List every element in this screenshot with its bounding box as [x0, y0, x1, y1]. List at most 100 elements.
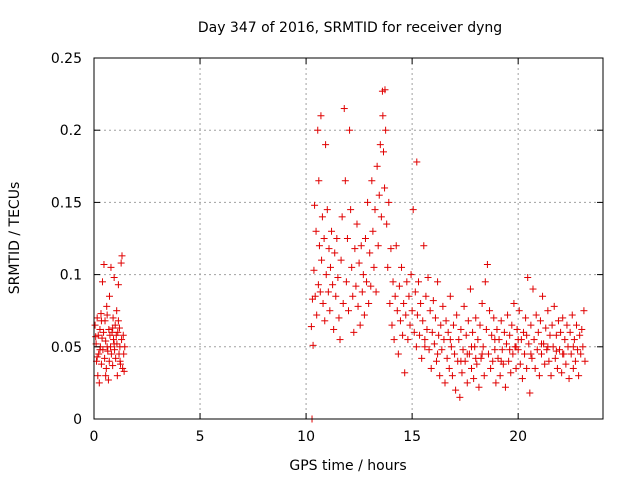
data-point [379, 148, 387, 156]
data-point [98, 278, 106, 286]
data-point [357, 242, 365, 250]
data-point [399, 331, 407, 339]
data-point [547, 372, 555, 380]
data-point [332, 292, 340, 300]
data-point [311, 292, 319, 300]
data-point [119, 364, 127, 372]
data-point [120, 367, 128, 375]
data-point [474, 336, 482, 344]
data-point [516, 360, 524, 368]
x-tick-label: 20 [509, 429, 527, 445]
data-point [116, 357, 124, 365]
data-point [528, 354, 536, 362]
data-point [346, 126, 354, 134]
data-point [421, 336, 429, 344]
data-point [470, 375, 478, 383]
data-point [102, 372, 110, 380]
data-point [486, 307, 494, 315]
data-point [119, 331, 127, 339]
data-point [546, 331, 554, 339]
data-point [569, 364, 577, 372]
data-point [541, 360, 549, 368]
data-point [505, 357, 513, 365]
data-point [391, 292, 399, 300]
data-point [562, 360, 570, 368]
data-point [384, 263, 392, 271]
data-point [493, 325, 501, 333]
data-point [102, 337, 110, 345]
data-point [543, 346, 551, 354]
data-point [565, 375, 573, 383]
data-point [413, 311, 421, 319]
x-tick-label: 0 [90, 429, 99, 445]
data-point [466, 285, 474, 293]
data-point [349, 292, 357, 300]
data-point [322, 141, 330, 149]
data-point [545, 357, 553, 365]
data-point [459, 346, 467, 354]
data-point [453, 311, 461, 319]
data-point [464, 317, 472, 325]
data-point [430, 340, 438, 348]
data-point [114, 328, 122, 336]
data-point [491, 346, 499, 354]
data-point [333, 235, 341, 242]
data-point [500, 328, 508, 336]
data-point [481, 278, 489, 286]
data-point [422, 292, 430, 300]
data-point [326, 307, 334, 315]
data-point [561, 336, 569, 344]
data-point [97, 310, 105, 318]
data-point [374, 242, 382, 250]
data-point [496, 372, 504, 380]
data-point [109, 324, 117, 332]
data-point [472, 354, 480, 362]
data-point [372, 288, 380, 296]
data-point [388, 321, 396, 329]
data-point [478, 299, 486, 307]
data-point [447, 343, 455, 351]
data-point [428, 328, 436, 336]
data-point [559, 350, 567, 358]
data-point [376, 141, 384, 149]
data-point [360, 311, 368, 319]
data-point [320, 235, 328, 242]
data-point [121, 343, 129, 351]
data-point [482, 325, 490, 333]
data-point [392, 242, 400, 250]
data-point [525, 340, 533, 348]
data-point [103, 311, 111, 319]
data-point [316, 288, 324, 296]
data-point [95, 379, 103, 387]
data-point [367, 282, 375, 290]
data-point [373, 162, 381, 170]
data-point [338, 213, 346, 221]
data-point [452, 386, 460, 394]
data-point [572, 321, 580, 329]
data-point [369, 227, 377, 235]
data-point [354, 302, 362, 310]
data-point [421, 343, 429, 351]
data-point [506, 346, 514, 354]
data-point [535, 372, 543, 380]
data-point [418, 354, 426, 362]
data-point [343, 235, 351, 242]
data-point [504, 311, 512, 319]
data-point [552, 331, 560, 339]
data-point [389, 278, 397, 286]
data-point [462, 331, 470, 339]
data-point [363, 278, 371, 286]
data-point [361, 235, 369, 242]
data-point [356, 321, 364, 329]
data-point [455, 336, 463, 344]
data-point [95, 350, 103, 358]
data-point [526, 389, 534, 397]
data-point [576, 331, 584, 339]
data-point [441, 379, 449, 387]
data-point [377, 213, 385, 221]
data-point [503, 340, 511, 348]
data-point [110, 340, 118, 348]
data-points [91, 86, 589, 423]
data-point [492, 379, 500, 387]
data-point [315, 177, 323, 185]
